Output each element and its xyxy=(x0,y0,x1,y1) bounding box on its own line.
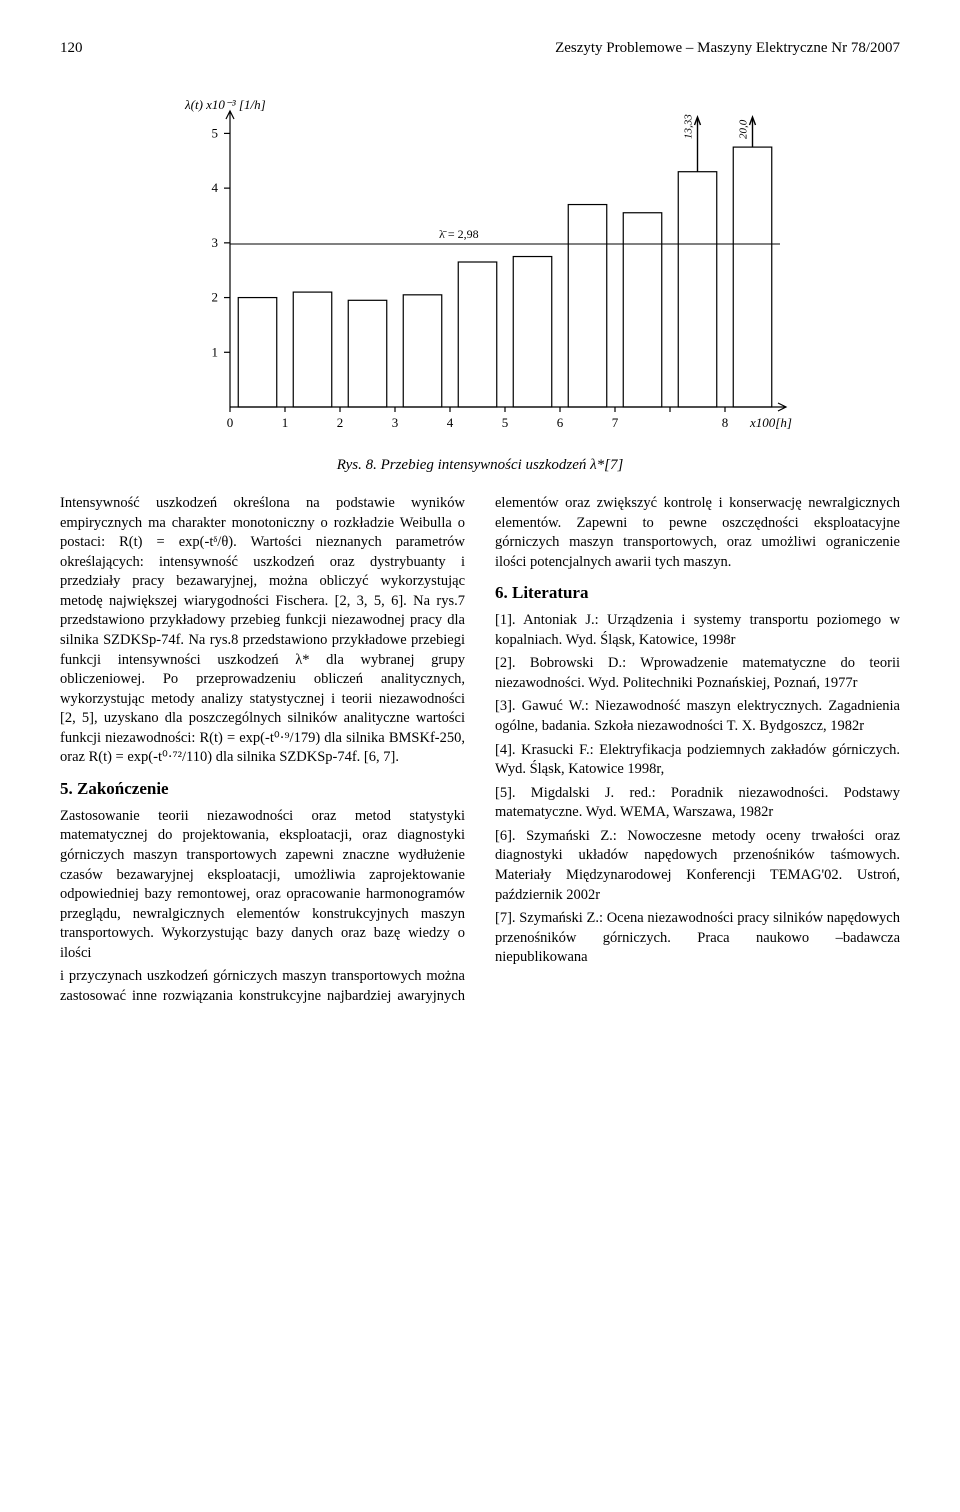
section-6-heading: 6. Literatura xyxy=(495,582,900,605)
references-list: [1]. Antoniak J.: Urządzenia i systemy t… xyxy=(495,611,900,968)
page-number: 120 xyxy=(60,40,83,57)
reference-item: [1]. Antoniak J.: Urządzenia i systemy t… xyxy=(495,611,900,650)
running-header: 120 Zeszyty Problemowe – Maszyny Elektry… xyxy=(60,40,900,57)
figure-caption: Rys. 8. Przebieg intensywności uszkodzeń… xyxy=(60,457,900,474)
section-5-paragraph: Zastosowanie teorii niezawodności oraz m… xyxy=(60,807,465,964)
section-5-heading: 5. Zakończenie xyxy=(60,778,465,801)
reference-item: [2]. Bobrowski D.: Wprowadzenie matematy… xyxy=(495,654,900,693)
intro-paragraph: Intensywność uszkodzeń określona na pods… xyxy=(60,494,465,768)
svg-text:λ(t) x10⁻³ [1/h]: λ(t) x10⁻³ [1/h] xyxy=(184,97,266,112)
svg-text:0: 0 xyxy=(227,415,234,430)
svg-text:1: 1 xyxy=(212,344,219,359)
svg-text:2: 2 xyxy=(212,290,219,305)
svg-text:13,33: 13,33 xyxy=(683,114,695,139)
reference-item: [3]. Gawuć W.: Niezawodność maszyn elekt… xyxy=(495,697,900,736)
svg-text:1: 1 xyxy=(282,415,289,430)
svg-text:4: 4 xyxy=(212,180,219,195)
svg-text:7: 7 xyxy=(612,415,619,430)
reference-item: [7]. Szymański Z.: Ocena niezawodności p… xyxy=(495,909,900,968)
svg-text:4: 4 xyxy=(447,415,454,430)
body-columns: Intensywność uszkodzeń określona na pods… xyxy=(60,494,900,1006)
svg-text:5: 5 xyxy=(212,125,219,140)
svg-text:3: 3 xyxy=(212,235,219,250)
reference-item: [4]. Krasucki F.: Elektryfikacja podziem… xyxy=(495,741,900,780)
svg-text:λ̄ = 2,98: λ̄ = 2,98 xyxy=(439,227,479,241)
svg-text:3: 3 xyxy=(392,415,399,430)
svg-text:20,0: 20,0 xyxy=(738,119,750,139)
bar-chart: 1 2 3 4 5 λ(t) x10⁻³ [1/h] 0 1 2 3 4 5 6 7 8 x100[h] λ̄ … xyxy=(160,87,800,447)
svg-text:6: 6 xyxy=(557,415,564,430)
figure-8: 1 2 3 4 5 λ(t) x10⁻³ [1/h] 0 1 2 3 4 5 6 7 8 x100[h] λ̄ … xyxy=(60,87,900,447)
svg-text:5: 5 xyxy=(502,415,509,430)
reference-item: [5]. Migdalski J. red.: Poradnik niezawo… xyxy=(495,784,900,823)
reference-item: [6]. Szymański Z.: Nowoczesne metody oce… xyxy=(495,827,900,905)
svg-text:8: 8 xyxy=(722,415,729,430)
journal-title: Zeszyty Problemowe – Maszyny Elektryczne… xyxy=(555,40,900,57)
svg-text:2: 2 xyxy=(337,415,344,430)
svg-text:x100[h]: x100[h] xyxy=(749,415,792,430)
page: 120 Zeszyty Problemowe – Maszyny Elektry… xyxy=(0,0,960,1046)
